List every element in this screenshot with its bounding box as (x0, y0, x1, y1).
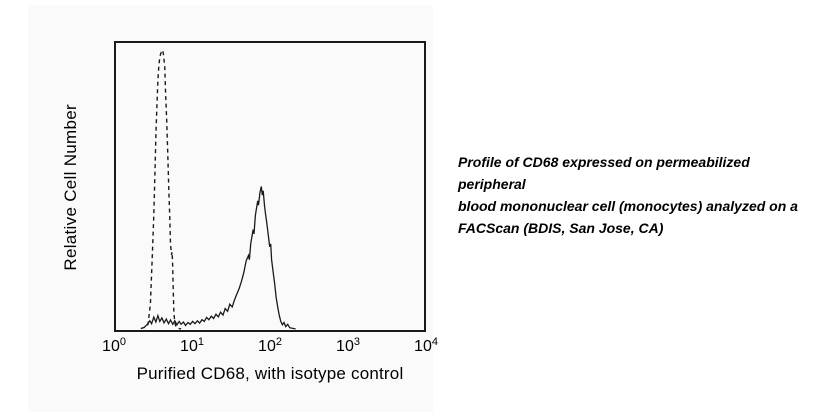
x-tick-10e1: 101 (180, 336, 204, 355)
purified-cd68-curve (143, 186, 296, 330)
figure-caption: Profile of CD68 expressed on permeabiliz… (458, 151, 818, 239)
x-tick-10e4: 104 (414, 336, 438, 355)
caption-line-2: blood mononuclear cell (monocytes) analy… (458, 198, 798, 214)
plot-area (114, 41, 426, 332)
y-axis-label-wrap: Relative Cell Number (58, 42, 84, 333)
caption-line-3: FACScan (BDIS, San Jose, CA) (458, 220, 664, 236)
isotype-control-curve (140, 48, 182, 330)
chart-panel: Relative Cell Number 100 101 102 103 104 Pur… (28, 5, 438, 412)
x-tick-10e2: 102 (258, 336, 282, 355)
y-axis-label: Relative Cell Number (61, 104, 80, 271)
caption-line-1: Profile of CD68 expressed on permeabiliz… (458, 154, 750, 192)
x-tick-10e3: 103 (336, 336, 360, 355)
x-axis-label: Purified CD68, with isotype control (136, 364, 404, 383)
histogram-svg (140, 48, 296, 330)
x-tick-row: 100 101 102 103 104 (102, 336, 438, 360)
x-tick-10e0: 100 (102, 336, 126, 355)
